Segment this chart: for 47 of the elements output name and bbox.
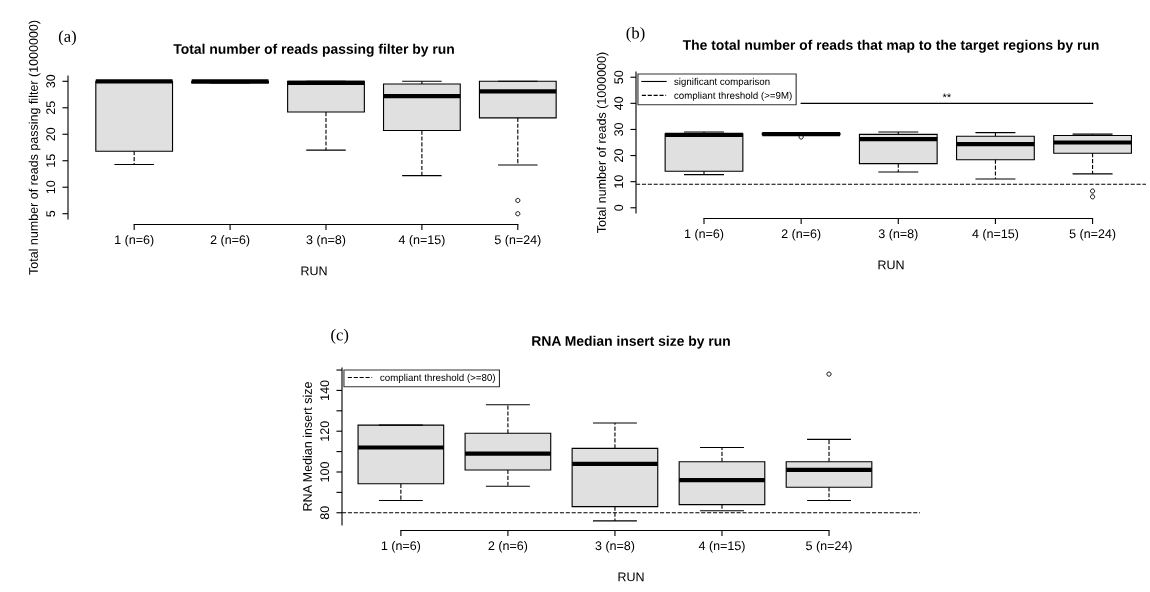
x-axis-title: RUN (618, 572, 644, 582)
text: (a) (58, 30, 76, 46)
x-tick-label: 4 (n=15) (698, 540, 745, 553)
x-tick-label: 4 (n=15) (398, 234, 445, 247)
y-tick-label: 5 (46, 210, 56, 217)
legend-label: significant comparison (674, 77, 770, 87)
x-tick-label: 1 (n=6) (684, 228, 724, 241)
x-axis-title: RUN (878, 260, 904, 270)
x-tick-label: 2 (n=6) (488, 540, 528, 553)
chart-title: Total number of reads passing filter by run (173, 43, 454, 57)
y-tick-label: 25 (46, 101, 56, 115)
x-tick-label: 1 (n=6) (115, 234, 154, 247)
x-tick-label: 3 (n=8) (595, 540, 635, 553)
x-tick-label: 3 (n=8) (306, 234, 346, 247)
x-axis-title: RUN (301, 266, 327, 276)
y-tick-label: 30 (614, 122, 624, 136)
legend-label: compliant threshold (>=9M) (674, 91, 792, 101)
y-tick-label: 100 (320, 462, 330, 482)
y-tick-label: 20 (614, 149, 624, 162)
y-tick-label: 30 (46, 74, 56, 88)
x-tick-label: 5 (n=24) (494, 234, 541, 247)
annotation: ** (942, 93, 952, 98)
y-tick-label: 50 (614, 70, 624, 84)
x-tick-label: 2 (n=6) (210, 234, 250, 247)
y-tick-label: 140 (320, 380, 330, 400)
y-tick-label: 10 (46, 180, 56, 194)
y-tick-label: 20 (46, 127, 56, 141)
y-tick-label: 10 (614, 175, 624, 188)
y-axis-title: Total number of reads (1000000) (596, 52, 609, 233)
text: (b) (626, 26, 645, 42)
y-tick-label: 80 (320, 506, 330, 520)
x-tick-label: 2 (n=6) (781, 228, 821, 241)
chart-title: RNA Median insert size by run (532, 335, 730, 349)
text: (c) (331, 328, 349, 344)
x-tick-label: 1 (n=6) (381, 540, 421, 553)
chart-title: The total number of reads that map to the target regions by run (682, 39, 1099, 53)
y-tick-label: 15 (46, 154, 56, 167)
y-tick-label: 40 (614, 96, 624, 110)
x-tick-label: 5 (n=24) (806, 540, 852, 553)
y-tick-label: 0 (614, 204, 624, 211)
y-axis-title: Total number of reads passing filter (1000000) (28, 20, 41, 275)
x-tick-label: 4 (n=15) (972, 228, 1019, 241)
y-axis-title: RNA Median insert size (302, 382, 312, 511)
y-tick-label: 120 (320, 421, 330, 441)
x-tick-label: 5 (n=24) (1069, 228, 1116, 241)
legend-label: compliant threshold (>=80) (380, 373, 495, 383)
x-tick-label: 3 (n=8) (878, 228, 918, 241)
